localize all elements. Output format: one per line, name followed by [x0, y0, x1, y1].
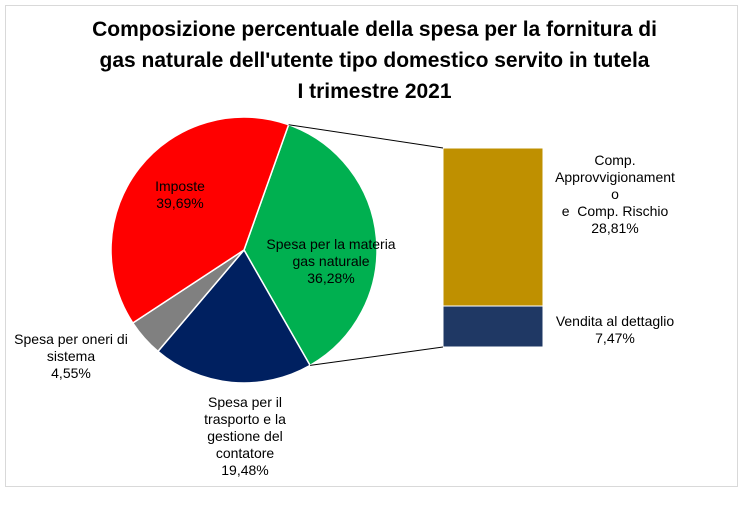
- slice-label-trasporto: Spesa per il trasporto e la gestione del…: [204, 394, 286, 478]
- slice-materia-gas: [243, 123, 378, 367]
- title-line-2: gas naturale dell'utente tipo domestico …: [99, 49, 650, 72]
- slice-trasporto: [156, 248, 312, 384]
- connector-line-top: [288, 124, 444, 149]
- slice-imposte: [110, 116, 290, 325]
- bar-segment-vendita: [442, 305, 544, 348]
- connector-line-bottom: [310, 346, 444, 366]
- slice-label-imposte: Imposte 39,69%: [155, 178, 205, 211]
- title-line-1: Composizione percentuale della spesa per…: [92, 18, 657, 41]
- bar-segment-approvvigionamento: [442, 147, 544, 307]
- chart-title: Composizione percentuale della spesa per…: [0, 14, 749, 107]
- title-line-3: I trimestre 2021: [297, 80, 452, 103]
- segment-label-approvvigionamento: Comp. Approvvigionament o e Comp. Rischi…: [555, 152, 675, 236]
- slice-label-oneri: Spesa per oneri di sistema 4,55%: [14, 331, 128, 381]
- slice-label-materia-gas: Spesa per la materia gas naturale 36,28%: [266, 236, 396, 286]
- segment-label-vendita: Vendita al dettaglio 7,47%: [555, 313, 675, 346]
